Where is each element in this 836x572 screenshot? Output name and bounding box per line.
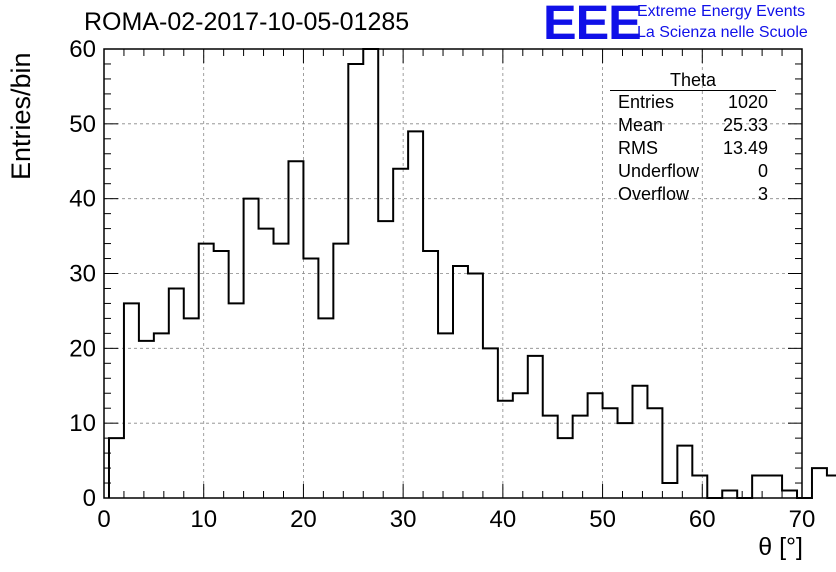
histogram-bin	[169, 288, 184, 498]
histogram-bin	[378, 221, 393, 498]
stats-row-mean: Mean 25.33	[610, 114, 776, 137]
histogram-bin	[513, 393, 528, 498]
x-axis-label: θ [°]	[758, 533, 803, 561]
histogram-bin	[438, 333, 453, 498]
y-axis-label-text: Entries/bin	[6, 52, 36, 180]
stats-row-overflow: Overflow 3	[610, 183, 776, 206]
stats-row-underflow: Underflow 0	[610, 160, 776, 183]
x-tick-label: 0	[97, 506, 110, 533]
stats-label: Underflow	[618, 161, 700, 181]
y-tick-label: 60	[69, 36, 96, 63]
histogram-bin	[528, 356, 543, 498]
histogram-bin	[154, 333, 169, 498]
x-tick-label: 60	[689, 506, 716, 533]
y-tick-label: 0	[83, 485, 96, 512]
stats-label: Mean	[618, 115, 664, 135]
histogram-bin	[453, 266, 468, 498]
histogram-bin	[363, 49, 378, 498]
histogram-bin	[109, 438, 124, 498]
histogram-bin	[214, 251, 229, 498]
x-tick-label: 20	[290, 506, 317, 533]
histogram-bin	[333, 244, 348, 498]
histogram-bin	[782, 491, 797, 498]
histogram-bin	[303, 259, 318, 498]
histogram-bin	[318, 318, 333, 498]
histogram-bin	[184, 318, 199, 498]
stats-value: 0	[757, 161, 768, 181]
y-tick-label: 40	[69, 186, 96, 213]
histogram-bin	[647, 408, 662, 498]
histogram-bin	[288, 161, 303, 498]
histogram-bin	[632, 386, 647, 498]
histogram-bin	[752, 476, 767, 498]
histogram-bin	[468, 274, 483, 499]
histogram-bin	[588, 393, 603, 498]
axis-ticks	[103, 48, 803, 499]
histogram-bin	[408, 131, 423, 498]
histogram-bin	[274, 244, 289, 498]
histogram-bin	[618, 423, 633, 498]
eee-logo: EEE	[543, 0, 642, 50]
histogram-bin	[767, 476, 782, 498]
y-tick-label: 50	[69, 111, 96, 138]
y-tick-label: 30	[69, 261, 96, 288]
histogram-bin	[199, 244, 214, 498]
x-tick-label: 50	[589, 506, 616, 533]
histogram-bin	[573, 416, 588, 498]
y-tick-label: 10	[69, 410, 96, 437]
histogram-bin	[348, 64, 363, 498]
brand-line-2: La Scienza nelle Scuole	[637, 24, 808, 41]
histogram-bin	[827, 476, 836, 498]
x-tick-label: 10	[190, 506, 217, 533]
histogram-bin	[498, 401, 513, 498]
histogram-bin	[662, 483, 677, 498]
stats-label: Overflow	[618, 184, 690, 204]
x-tick-label: 40	[490, 506, 517, 533]
histogram-bin	[722, 491, 737, 498]
x-tick-label: 70	[789, 506, 816, 533]
histogram-bin	[423, 251, 438, 498]
stats-value: 3	[757, 184, 768, 204]
stats-value: 13.49	[722, 138, 768, 158]
histogram-bin	[692, 476, 707, 498]
histogram-bin	[139, 341, 154, 498]
run-title: ROMA-02-2017-10-05-01285	[84, 8, 410, 36]
stats-row-rms: RMS 13.49	[610, 137, 776, 160]
y-tick-label: 20	[69, 335, 96, 362]
histogram-bin	[677, 446, 692, 498]
histogram-bin	[558, 438, 573, 498]
stats-value: 25.33	[722, 115, 768, 135]
histogram-bin	[543, 416, 558, 498]
stats-box: Theta Entries 1020 Mean 25.33 RMS 13.49 …	[610, 70, 776, 206]
histogram-series	[107, 48, 836, 499]
histogram-bin	[483, 348, 498, 498]
brand-line-1: Extreme Energy Events	[637, 3, 806, 20]
stats-label: RMS	[618, 138, 658, 158]
stats-title: Theta	[610, 70, 776, 91]
stats-label: Entries	[618, 92, 675, 112]
stats-value: 1020	[727, 92, 768, 112]
histogram-bin	[244, 199, 259, 498]
histogram-bin	[393, 169, 408, 498]
x-tick-label: 30	[390, 506, 417, 533]
histogram-bin	[124, 303, 139, 498]
histogram-bin	[259, 229, 274, 498]
histogram-bin	[603, 408, 618, 498]
stats-row-entries: Entries 1020	[610, 91, 776, 114]
histogram-bin	[812, 468, 827, 498]
grid-lines	[104, 49, 802, 498]
histogram-bin	[229, 303, 244, 498]
